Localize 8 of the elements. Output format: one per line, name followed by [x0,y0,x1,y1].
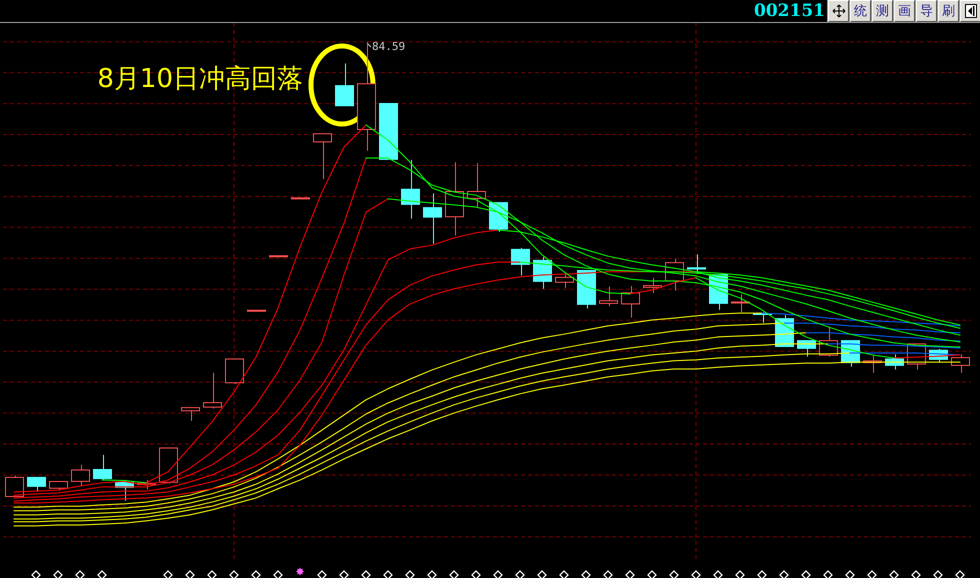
chart-title: 002151 [754,1,825,21]
annotation: 8月10日冲高回落 [97,64,303,94]
toolbar-button: 测 [872,0,893,22]
toolbar-button: 画 [894,0,915,22]
annotation: 84.59 [372,40,406,53]
toolbar-button: 刷 [938,0,959,22]
toolbar-button: 统 [850,0,871,22]
toolbar-button: 导 [916,0,937,22]
